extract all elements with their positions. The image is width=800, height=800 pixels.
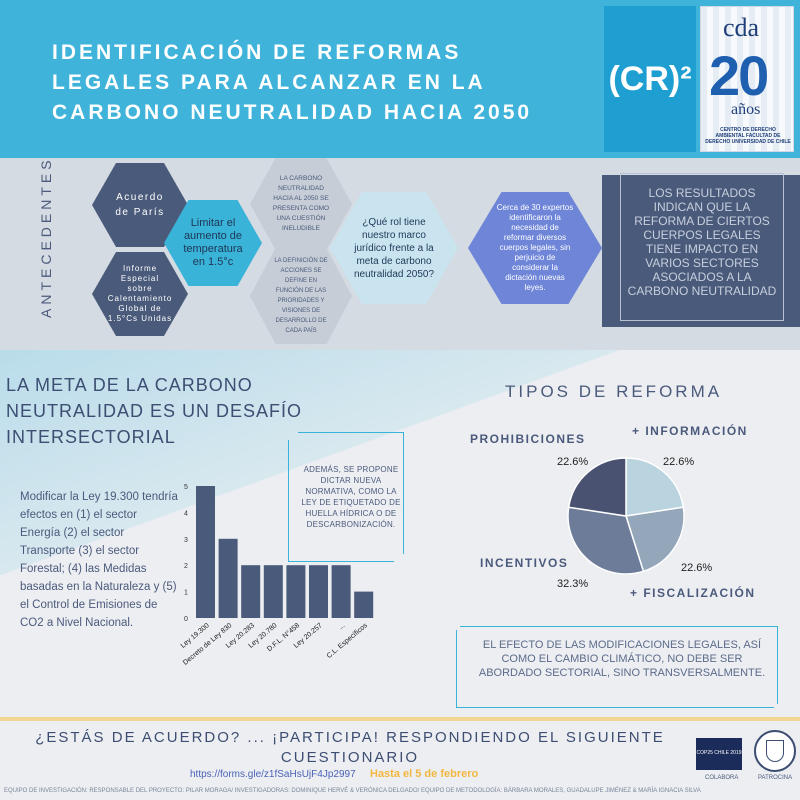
efecto-text: EL EFECTO DE LAS MODIFICACIONES LEGALES,… bbox=[478, 639, 766, 679]
resultados-panel bbox=[602, 175, 800, 327]
y-tick-label: 1 bbox=[184, 590, 188, 597]
label-fiscalizacion: + FISCALIZACIÓN bbox=[630, 586, 756, 600]
x-tick-label: C.L. Específicos bbox=[326, 622, 370, 660]
y-tick-label: 4 bbox=[184, 510, 188, 517]
bar bbox=[331, 565, 351, 618]
bar bbox=[196, 486, 215, 618]
universidad-chile-logo bbox=[754, 730, 796, 772]
x-tick-label: ... bbox=[337, 622, 346, 631]
pie-slice bbox=[625, 506, 685, 573]
deadline-text: Hasta el 5 de febrero bbox=[370, 768, 479, 780]
bar bbox=[218, 538, 238, 618]
pie-slice bbox=[625, 457, 685, 517]
hex-informe-especial: Informe Especial sobre Calentamiento Glo… bbox=[92, 252, 188, 336]
meta-title: LA META DE LA CARBONO NEUTRALIDAD ES UN … bbox=[6, 375, 303, 447]
ademas-frame bbox=[288, 432, 408, 562]
pct-fiscalizacion: 22.6% bbox=[681, 562, 713, 574]
team-credits: EQUIPO DE INVESTIGACIÓN: RESPONSABLE DEL… bbox=[4, 788, 701, 794]
page-title: IDENTIFICACIÓN DE REFORMAS LEGALES PARA … bbox=[52, 41, 533, 124]
label-prohibiciones: PROHIBICIONES bbox=[470, 432, 586, 446]
pie-slice bbox=[567, 457, 627, 517]
meta-text: Modificar la Ley 19.300 tendría efectos … bbox=[20, 491, 178, 629]
hex-pregunta: ¿Qué rol tiene nuestro marco jurídico fr… bbox=[330, 192, 458, 304]
bar bbox=[263, 565, 283, 618]
pct-informacion: 22.6% bbox=[663, 456, 695, 468]
cr2-logo: (CR)² bbox=[604, 6, 696, 152]
footer-divider bbox=[0, 717, 800, 721]
bar bbox=[354, 591, 374, 618]
reform-types-pie bbox=[567, 457, 685, 575]
cta-heading: ¿ESTÁS DE ACUERDO? ... ¡PARTICIPA! RESPO… bbox=[35, 729, 665, 766]
cop25-logo: COP25 CHILE 2019 bbox=[696, 738, 742, 770]
pie-slice bbox=[567, 506, 645, 575]
tipos-title: TIPOS DE REFORMA bbox=[505, 382, 723, 401]
label-informacion: + INFORMACIÓN bbox=[632, 424, 748, 438]
resultados-text: LOS RESULTADOS INDICAN QUE LA REFORMA DE… bbox=[620, 173, 784, 321]
survey-link[interactable]: https://forms.gle/z1fSaHsUjF4Jp2997 bbox=[190, 769, 356, 780]
pct-prohibiciones: 22.6% bbox=[557, 456, 589, 468]
hex-definicion-acciones: LA DEFINICIÓN DE ACCIONES SE DEFINE EN F… bbox=[250, 248, 352, 344]
y-tick-label: 3 bbox=[184, 537, 188, 544]
cda-logo: cda 20 años CENTRO DE DERECHO AMBIENTAL … bbox=[700, 6, 794, 152]
y-tick-label: 2 bbox=[184, 563, 188, 570]
antecedentes-label: ANTECEDENTES bbox=[38, 156, 54, 318]
y-tick-label: 0 bbox=[184, 616, 188, 623]
efecto-frame bbox=[456, 626, 780, 708]
colabora-label: COLABORA bbox=[705, 775, 739, 781]
pct-incentivos: 32.3% bbox=[557, 578, 589, 590]
bar bbox=[309, 565, 328, 618]
bar bbox=[286, 565, 306, 618]
label-incentivos: INCENTIVOS bbox=[480, 556, 569, 570]
y-tick-label: 5 bbox=[184, 484, 188, 491]
bar bbox=[241, 565, 261, 618]
patrocina-label: PATROCINA bbox=[758, 775, 793, 781]
ademas-text: ADEMÁS, SE PROPONE DICTAR NUEVA NORMATIV… bbox=[301, 465, 401, 529]
